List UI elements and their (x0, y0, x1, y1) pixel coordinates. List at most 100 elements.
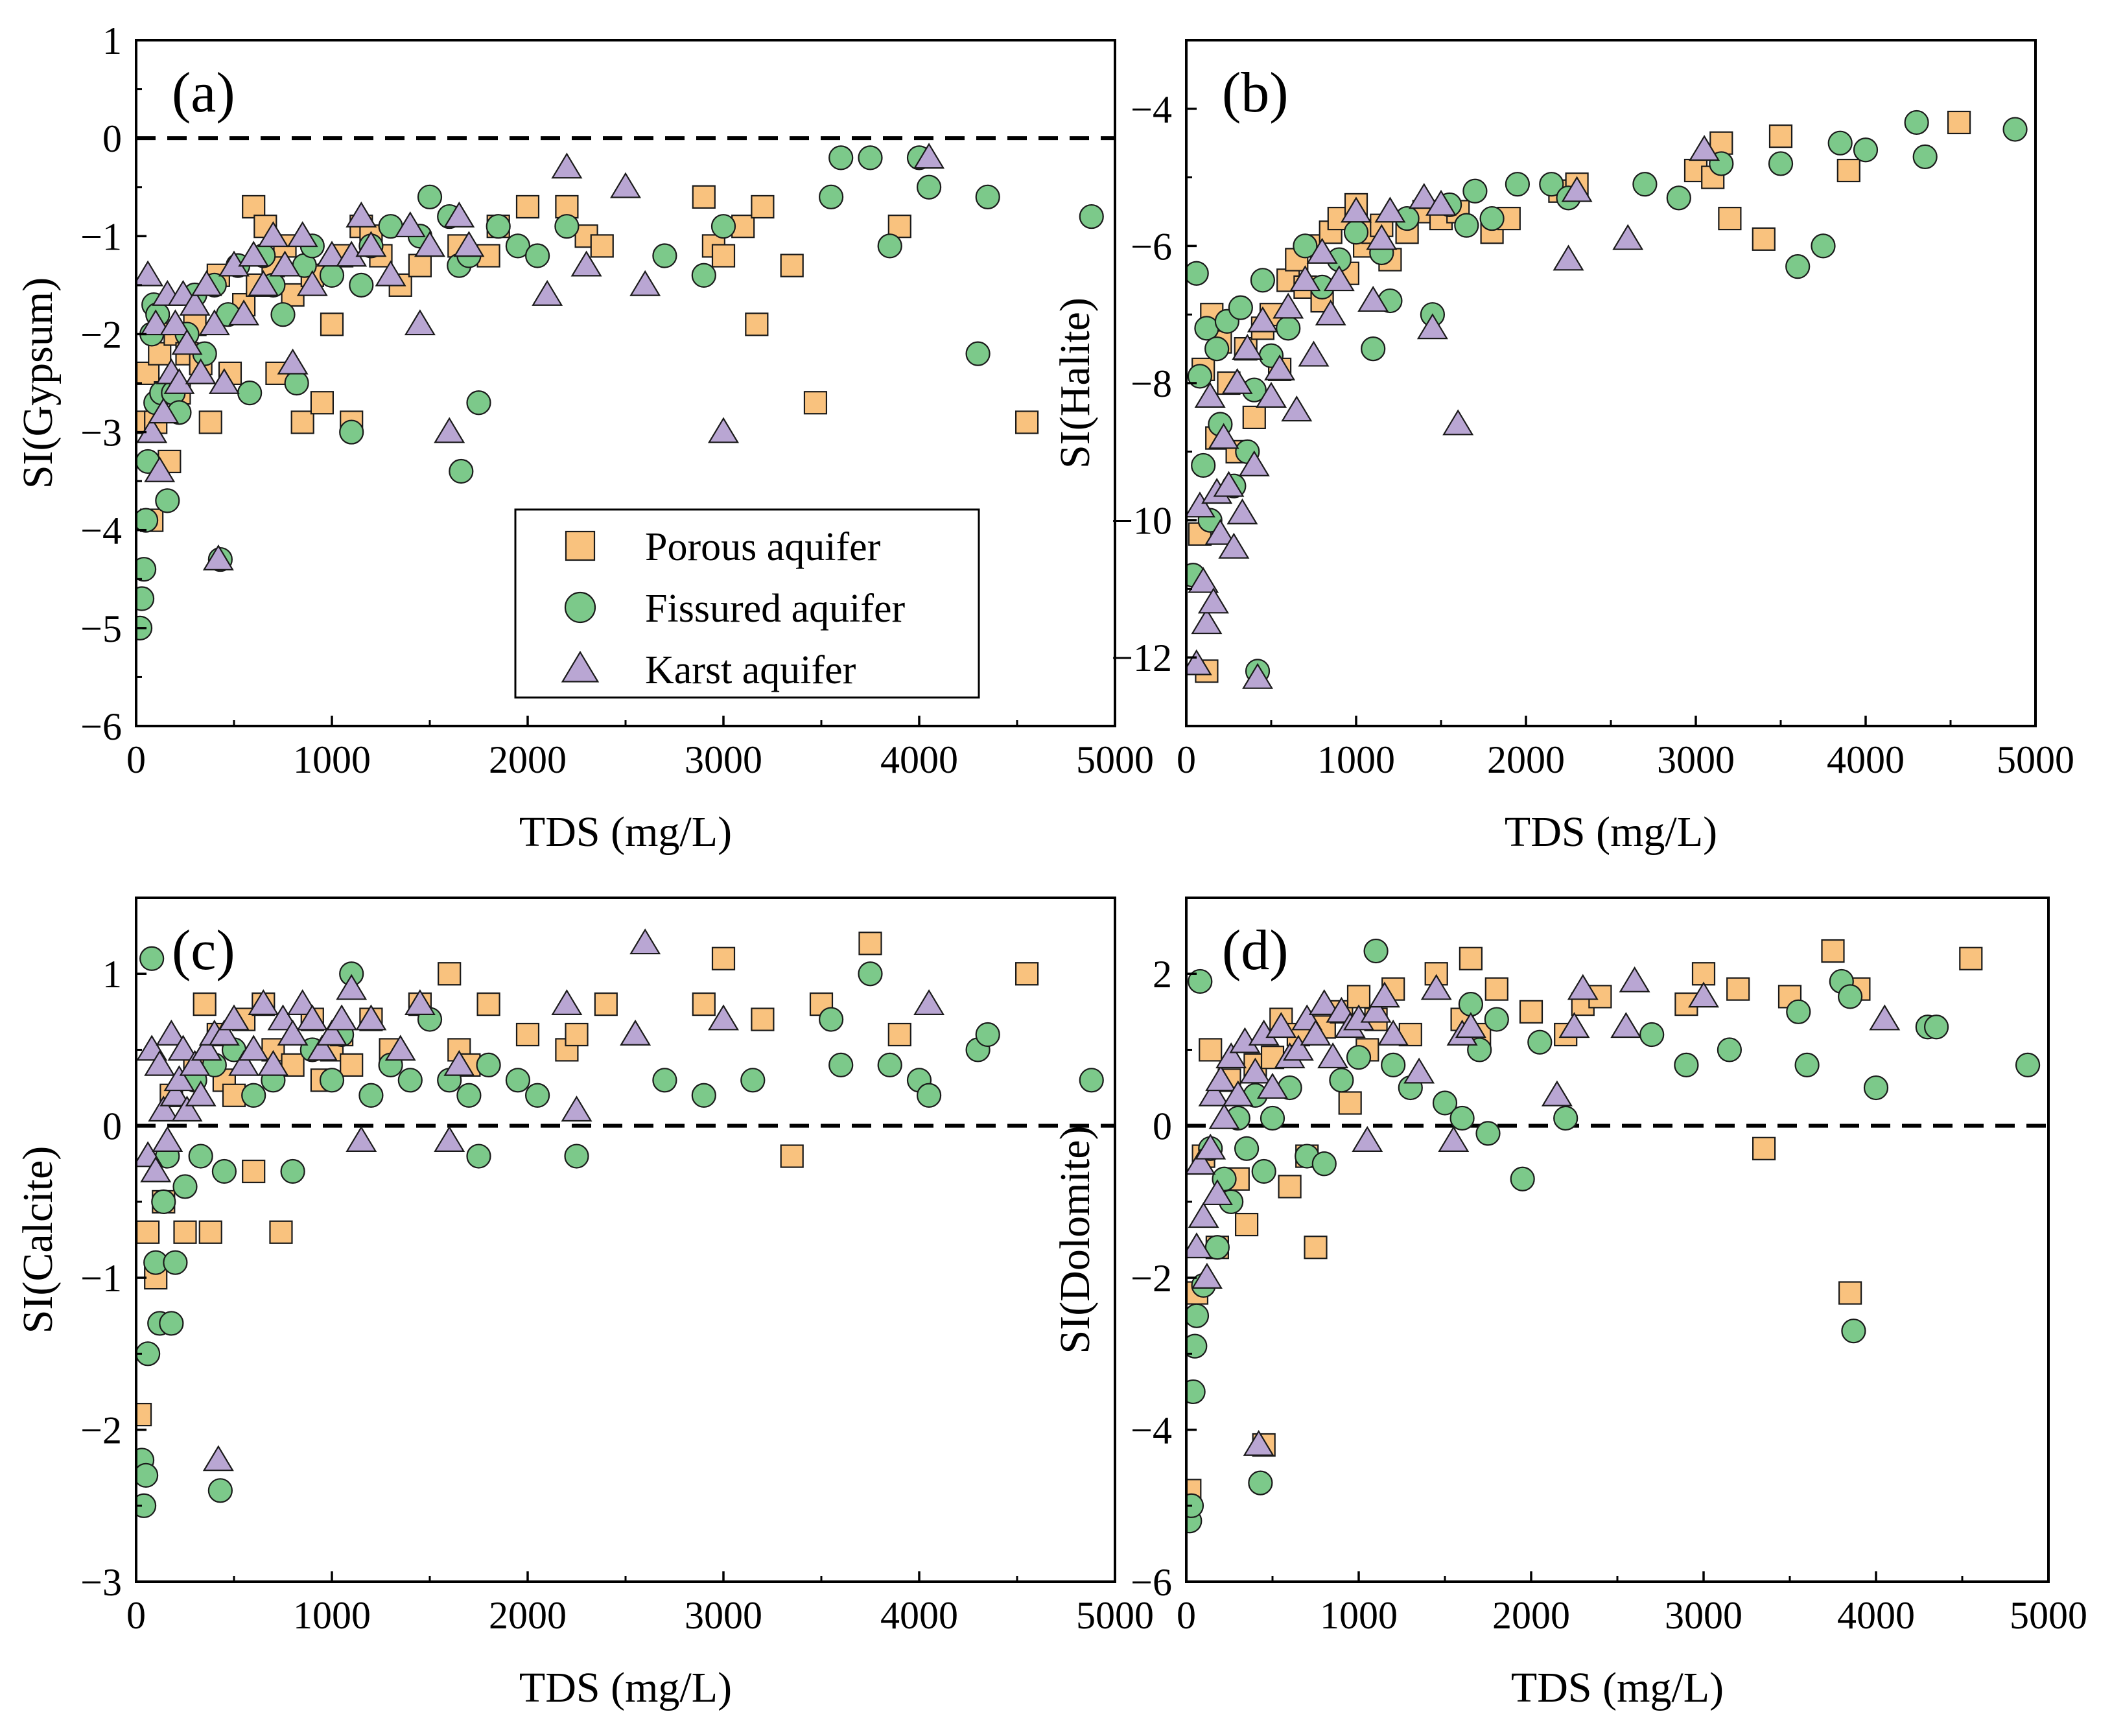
point-karst-d-7 (1205, 1065, 1237, 1092)
point-porous-d-35 (1726, 977, 1750, 1001)
point-karst-c-23 (277, 1019, 309, 1046)
point-karst-a-7 (159, 309, 191, 336)
point-karst-b-12 (1226, 498, 1258, 524)
point-karst-c-34 (434, 1125, 465, 1152)
point-fissured-d-3 (1186, 1333, 1208, 1359)
point-porous-a-33 (408, 253, 432, 277)
point-porous-d-15 (1304, 1236, 1328, 1260)
point-karst-a-22 (269, 250, 301, 277)
point-karst-a-31 (394, 211, 426, 238)
y-tick-label-a-4: −2 (80, 313, 122, 356)
point-fissured-b-33 (1632, 172, 1658, 197)
legend-label-porous: Porous aquifer (645, 525, 881, 569)
point-fissured-d-31 (1510, 1166, 1535, 1191)
point-porous-d-26 (1459, 946, 1483, 970)
point-fissured-a-51 (965, 341, 991, 366)
point-porous-d-28 (1484, 977, 1508, 1001)
point-porous-c-32 (565, 1022, 589, 1047)
point-karst-c-25 (296, 1004, 328, 1031)
point-karst-a-30 (375, 260, 406, 287)
point-fissured-b-10 (1228, 295, 1253, 320)
point-karst-b-17 (1256, 382, 1287, 408)
point-fissured-b-43 (2002, 117, 2028, 142)
point-porous-c-7 (193, 992, 217, 1016)
point-fissured-c-36 (652, 1068, 677, 1093)
point-fissured-b-38 (1811, 233, 1836, 259)
series-karst-d (1186, 966, 1901, 1456)
point-karst-b-2 (1188, 567, 1219, 593)
point-porous-a-26 (320, 312, 344, 336)
point-karst-a-24 (287, 221, 318, 248)
point-porous-b-41 (1947, 110, 1971, 135)
point-karst-a-40 (610, 172, 641, 198)
point-fissured-a-53 (1079, 204, 1104, 229)
point-karst-b-27 (1357, 285, 1389, 312)
point-karst-d-8 (1208, 1103, 1240, 1129)
x-tick-label-d-4: 4000 (1837, 1594, 1915, 1637)
point-fissured-b-34 (1666, 185, 1691, 211)
y-tick-label-c-2: −1 (80, 1257, 122, 1300)
point-fissured-a-20 (237, 381, 263, 406)
x-tick-label-d-1: 1000 (1320, 1594, 1398, 1637)
point-karst-c-2 (140, 1156, 172, 1182)
point-karst-c-39 (629, 928, 661, 955)
point-karst-d-13 (1243, 1429, 1274, 1456)
point-karst-d-38 (1610, 1012, 1642, 1038)
point-fissured-d-22 (1363, 938, 1389, 964)
panel-label-c: (c) (172, 919, 235, 982)
point-fissured-b-2 (1187, 364, 1213, 389)
point-karst-c-35 (443, 1050, 475, 1076)
panel-label-d: (d) (1222, 919, 1289, 982)
point-fissured-d-26 (1449, 1105, 1475, 1131)
point-fissured-a-44 (710, 214, 736, 239)
point-karst-c-21 (257, 1050, 289, 1076)
point-karst-b-20 (1281, 395, 1313, 422)
point-karst-d-30 (1403, 1057, 1435, 1084)
point-fissured-a-24 (284, 370, 309, 396)
y-axis-label-c: SI(Calcite) (14, 1146, 62, 1334)
point-karst-a-2 (140, 309, 172, 336)
point-karst-c-24 (287, 989, 318, 1015)
point-karst-c-5 (152, 1125, 183, 1152)
point-fissured-d-16 (1260, 1105, 1285, 1131)
point-karst-c-28 (326, 1004, 358, 1031)
point-fissured-c-15 (207, 1478, 233, 1503)
point-fissured-d-36 (1717, 1037, 1742, 1062)
point-fissured-c-42 (877, 1052, 902, 1077)
x-tick-label-c-4: 4000 (880, 1594, 958, 1637)
point-porous-d-29 (1519, 1000, 1543, 1024)
point-karst-d-29 (1378, 1019, 1409, 1046)
point-karst-a-23 (277, 348, 309, 375)
point-karst-b-26 (1341, 196, 1372, 223)
point-porous-a-43 (711, 244, 736, 268)
point-karst-c-22 (267, 1004, 299, 1031)
x-tick-label-a-4: 4000 (880, 738, 958, 781)
point-karst-d-35 (1541, 1080, 1573, 1107)
x-axis-label-d: TDS (mg/L) (1511, 1664, 1724, 1711)
point-karst-c-33 (404, 989, 436, 1015)
point-karst-a-42 (708, 417, 739, 443)
point-fissured-b-21 (1361, 336, 1386, 362)
point-karst-b-18 (1264, 354, 1296, 381)
point-karst-a-11 (179, 289, 211, 316)
point-karst-a-33 (414, 231, 445, 257)
point-karst-d-31 (1420, 974, 1452, 1000)
point-fissured-d-23 (1381, 1052, 1406, 1077)
point-fissured-c-40 (828, 1052, 854, 1077)
x-tick-label-b-4: 4000 (1827, 738, 1905, 781)
point-porous-a-49 (887, 215, 911, 239)
x-tick-label-b-1: 1000 (1317, 738, 1395, 781)
point-fissured-d-45 (2015, 1052, 2041, 1077)
point-fissured-d-41 (1841, 1319, 1866, 1344)
x-axis-label-b: TDS (mg/L) (1505, 808, 1717, 856)
point-fissured-c-27 (397, 1068, 423, 1093)
point-porous-a-47 (780, 253, 804, 277)
point-porous-a-46 (745, 312, 769, 336)
x-tick-label-a-0: 0 (126, 738, 146, 781)
point-fissured-c-47 (1079, 1068, 1104, 1093)
point-karst-a-8 (163, 368, 195, 394)
point-porous-c-5 (173, 1220, 197, 1244)
point-fissured-d-15 (1251, 1158, 1276, 1184)
point-fissured-d-21 (1346, 1045, 1372, 1070)
